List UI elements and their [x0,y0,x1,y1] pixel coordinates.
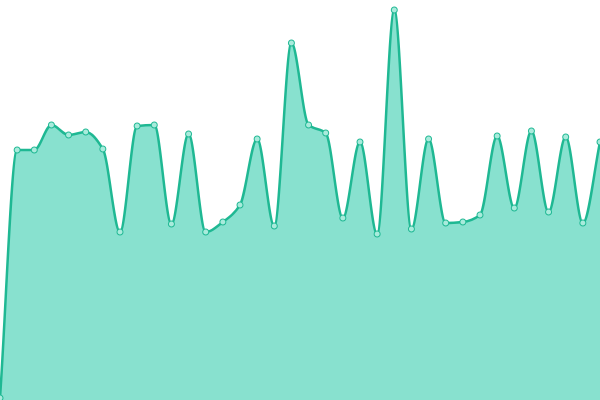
data-point [442,219,450,227]
data-point [339,214,347,222]
data-point [425,135,433,143]
data-point [13,146,21,154]
data-point [82,128,90,136]
data-point [579,219,587,227]
data-point [356,138,364,146]
data-point [545,208,553,216]
data-point [219,218,227,226]
data-point [390,6,398,14]
data-point [99,145,107,153]
data-point [133,122,141,130]
data-point [150,121,158,129]
data-point [510,204,518,212]
data-point [562,133,570,141]
data-point [236,201,244,209]
data-point [493,132,501,140]
data-point [202,228,210,236]
data-point [459,218,467,226]
data-point [47,121,55,129]
data-point [287,39,295,47]
data-point [407,225,415,233]
data-point [305,121,313,129]
data-point [65,131,73,139]
data-point [476,211,484,219]
data-point [116,228,124,236]
data-point [185,130,193,138]
data-point [527,127,535,135]
data-point [0,394,4,400]
data-point [596,138,600,146]
data-point [167,220,175,228]
data-point [270,222,278,230]
data-point [30,146,38,154]
data-point [253,135,261,143]
data-point [373,230,381,238]
area-fill [0,10,600,400]
data-point [322,129,330,137]
